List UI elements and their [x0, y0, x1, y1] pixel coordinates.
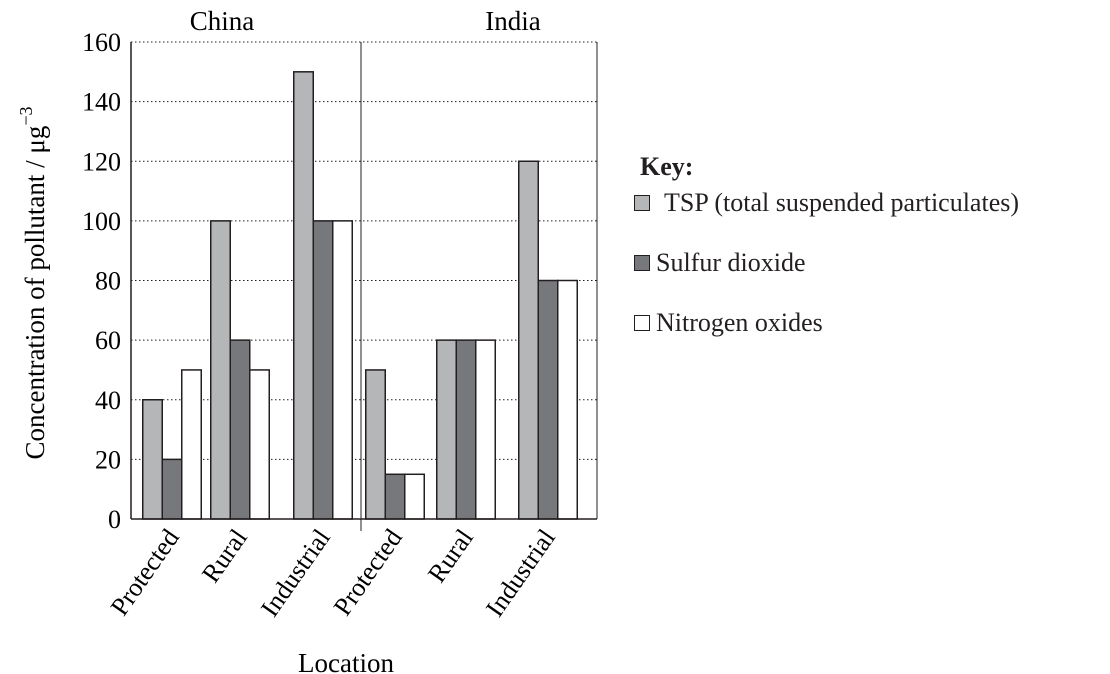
y-tick-label: 60: [95, 326, 121, 355]
y-axis-title: Concentration of pollutant / μg−3: [16, 106, 50, 459]
y-tick-label: 0: [108, 505, 121, 534]
legend-swatch: [634, 255, 650, 271]
bars: [142, 71, 578, 520]
y-tick-labels: 0 20 40 60 80 100 120 140 160: [82, 28, 121, 534]
y-tick-label: 140: [82, 88, 121, 117]
x-axis-title: Location: [298, 648, 394, 674]
x-tick-label: Rural: [422, 524, 479, 588]
legend-swatch: [634, 315, 650, 331]
x-tick-label: Industrial: [255, 524, 336, 622]
legend-item: Sulfur dioxide: [634, 250, 806, 314]
legend-label: TSP (total suspended particulates): [664, 188, 1020, 217]
bar-tsp: [365, 369, 386, 520]
bar-sulfur-dioxide: [384, 473, 406, 520]
bar-nitrogen-oxides: [181, 369, 202, 520]
bar-nitrogen-oxides: [475, 339, 496, 520]
legend-swatch: [634, 195, 650, 211]
bar-sulfur-dioxide: [537, 279, 559, 520]
bar-sulfur-dioxide: [455, 339, 477, 520]
bar-nitrogen-oxides: [404, 473, 425, 520]
group-labels: China India: [190, 6, 541, 36]
bar-sulfur-dioxide: [229, 339, 251, 520]
legend-item: TSP (total suspended particulates): [634, 190, 1019, 254]
y-tick-label: 20: [95, 445, 121, 474]
bar-nitrogen-oxides: [557, 279, 578, 520]
bar-tsp: [210, 220, 231, 520]
group-label: China: [190, 6, 255, 36]
group-label: India: [485, 6, 540, 36]
legend-label: Nitrogen oxides: [656, 308, 823, 337]
legend-title: Key:: [640, 152, 694, 181]
legend-items: TSP (total suspended particulates) Sulfur…: [634, 190, 1019, 374]
bar-tsp: [518, 160, 539, 520]
y-tick-label: 80: [95, 267, 121, 296]
y-tick-label: 100: [82, 207, 121, 236]
x-tick-label: Protected: [328, 524, 408, 621]
bar-tsp: [436, 339, 457, 520]
x-tick-label: Protected: [105, 524, 185, 621]
x-tick-label: Rural: [196, 524, 253, 588]
bar-nitrogen-oxides: [332, 220, 353, 520]
plot-frame: [130, 42, 598, 531]
bar-tsp: [293, 71, 314, 520]
legend-item: Nitrogen oxides: [634, 310, 823, 374]
legend: Key: TSP (total suspended particulates) S…: [634, 150, 1019, 374]
bar-nitrogen-oxides: [249, 369, 270, 520]
x-tick-label: Industrial: [480, 524, 561, 622]
y-tick-label: 40: [95, 386, 121, 415]
bar-sulfur-dioxide: [161, 458, 183, 520]
y-tick-label: 160: [82, 28, 121, 57]
bar-sulfur-dioxide: [312, 220, 334, 520]
legend-label: Sulfur dioxide: [656, 248, 806, 277]
bar-tsp: [142, 399, 163, 520]
y-tick-label: 120: [82, 147, 121, 176]
